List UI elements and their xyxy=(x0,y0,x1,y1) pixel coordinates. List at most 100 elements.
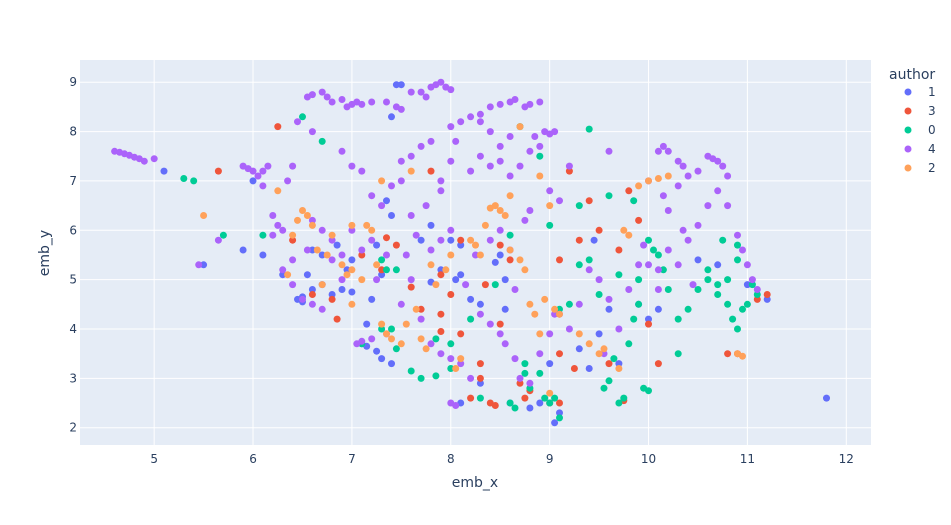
data-point xyxy=(388,360,395,368)
data-point xyxy=(506,172,514,180)
data-point xyxy=(457,118,465,126)
data-point xyxy=(259,231,267,239)
data-point xyxy=(496,330,504,338)
data-point xyxy=(585,365,593,372)
data-point xyxy=(551,310,559,318)
data-point xyxy=(457,360,465,368)
data-point xyxy=(615,271,623,279)
data-point xyxy=(556,197,563,205)
data-point xyxy=(407,212,415,219)
data-point xyxy=(516,123,524,131)
legend-item[interactable]: 2 xyxy=(904,161,936,175)
data-point xyxy=(447,236,455,244)
data-point xyxy=(605,305,613,313)
data-point xyxy=(388,325,395,333)
legend-item[interactable]: 4 xyxy=(904,142,936,156)
data-point xyxy=(536,399,544,407)
data-point xyxy=(422,202,430,210)
data-point xyxy=(333,315,341,323)
data-point xyxy=(551,419,559,427)
data-point xyxy=(546,187,554,195)
data-point xyxy=(739,352,746,360)
data-point xyxy=(536,142,544,150)
data-point xyxy=(743,281,751,289)
data-point xyxy=(526,300,534,308)
y-axis-title: emb_y xyxy=(37,230,53,276)
data-point xyxy=(516,379,524,387)
data-point xyxy=(575,330,583,338)
data-point xyxy=(491,281,499,289)
data-point xyxy=(437,271,445,279)
x-tick-label: 8 xyxy=(447,452,455,466)
data-point xyxy=(748,276,756,284)
data-point xyxy=(447,157,455,165)
data-point xyxy=(150,155,158,163)
series-4 xyxy=(111,78,761,409)
data-point xyxy=(556,305,563,313)
data-point xyxy=(368,236,376,244)
data-point xyxy=(506,192,514,200)
legend-item[interactable]: 1 xyxy=(904,85,936,99)
data-point xyxy=(348,288,356,296)
data-point xyxy=(457,241,465,249)
data-point xyxy=(506,399,514,407)
data-point xyxy=(585,340,593,348)
data-point xyxy=(195,261,203,269)
data-point xyxy=(521,394,529,402)
data-point xyxy=(476,379,484,387)
data-point xyxy=(467,374,475,382)
data-point xyxy=(565,167,573,175)
data-point xyxy=(378,355,386,363)
data-point xyxy=(536,152,544,160)
data-point xyxy=(605,192,613,200)
data-point xyxy=(600,345,608,353)
data-point xyxy=(427,137,435,145)
data-point xyxy=(491,402,499,409)
data-point xyxy=(457,330,465,338)
data-point xyxy=(531,310,539,318)
data-point xyxy=(447,86,455,94)
data-point xyxy=(407,152,415,160)
legend[interactable]: author 1 3 0 4 2 xyxy=(889,67,936,175)
data-point xyxy=(595,226,603,234)
data-point xyxy=(467,295,475,303)
data-point xyxy=(308,221,316,229)
y-tick-labels: 2 3 4 5 6 7 8 9 xyxy=(69,75,77,435)
data-point xyxy=(378,177,386,185)
data-points xyxy=(111,78,830,427)
y-tick-label: 3 xyxy=(69,371,77,385)
data-point xyxy=(180,175,188,182)
data-point xyxy=(664,172,672,180)
data-point xyxy=(615,365,623,372)
legend-item[interactable]: 0 xyxy=(904,123,936,137)
data-point xyxy=(724,350,732,358)
data-point xyxy=(447,123,455,131)
data-point xyxy=(338,96,346,103)
data-point xyxy=(348,256,356,264)
data-point xyxy=(368,192,376,200)
data-point xyxy=(338,147,346,155)
data-point xyxy=(383,98,390,106)
data-point xyxy=(467,394,475,402)
data-point xyxy=(615,246,623,254)
data-point xyxy=(378,271,386,279)
data-point xyxy=(318,251,326,259)
data-point xyxy=(679,226,687,234)
data-point xyxy=(615,325,623,333)
data-point xyxy=(452,402,460,409)
data-point xyxy=(378,202,386,210)
data-point xyxy=(397,81,405,89)
data-point xyxy=(289,162,297,170)
data-point xyxy=(274,123,282,131)
data-point xyxy=(541,295,549,303)
legend-item[interactable]: 3 xyxy=(904,104,936,118)
data-point xyxy=(546,389,554,397)
data-point xyxy=(753,286,761,293)
data-point xyxy=(654,266,662,274)
data-point xyxy=(753,295,761,303)
data-point xyxy=(556,409,563,417)
data-point xyxy=(427,246,435,254)
data-point xyxy=(476,110,484,118)
series-1 xyxy=(160,81,830,427)
data-point xyxy=(565,162,573,170)
